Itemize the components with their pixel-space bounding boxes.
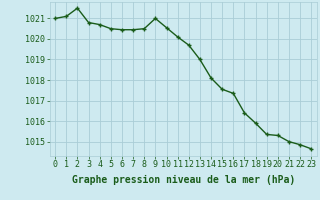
X-axis label: Graphe pression niveau de la mer (hPa): Graphe pression niveau de la mer (hPa) [72,175,295,185]
